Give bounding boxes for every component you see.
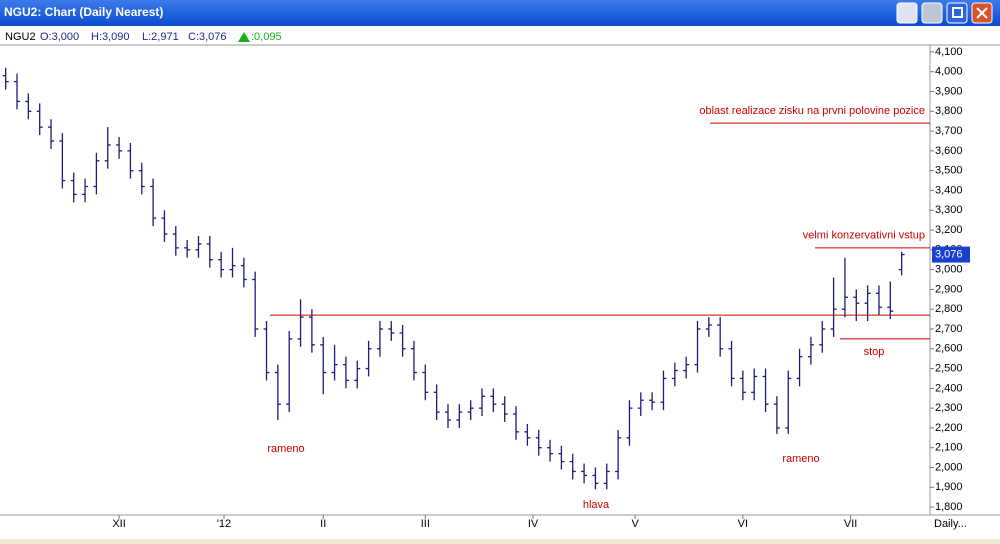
y-tick-label: 2,700 bbox=[935, 323, 963, 335]
y-tick-label: 2,600 bbox=[935, 343, 963, 355]
maximize-button[interactable] bbox=[946, 2, 968, 24]
level-label: stop bbox=[864, 346, 885, 358]
y-tick-label: 1,900 bbox=[935, 481, 963, 493]
x-axis-label: Daily... bbox=[934, 518, 967, 530]
x-tick-label: VII bbox=[844, 518, 857, 530]
annotation: rameno bbox=[782, 453, 819, 465]
title-bar bbox=[0, 0, 1000, 26]
y-tick-label: 3,500 bbox=[935, 165, 963, 177]
annotation: hlava bbox=[583, 499, 610, 511]
annotation: rameno bbox=[267, 443, 304, 455]
info-open: O:3,000 bbox=[40, 31, 79, 43]
chart-area bbox=[0, 26, 1000, 539]
info-high: H:3,090 bbox=[91, 31, 130, 43]
y-tick-label: 2,000 bbox=[935, 461, 963, 473]
y-tick-label: 3,600 bbox=[935, 145, 963, 157]
y-tick-label: 3,400 bbox=[935, 184, 963, 196]
level-label: oblast realizace zisku na prvni polovine… bbox=[699, 105, 925, 117]
y-tick-label: 2,400 bbox=[935, 382, 963, 394]
x-tick-label: III bbox=[421, 518, 430, 530]
y-tick-label: 4,100 bbox=[935, 46, 963, 58]
info-close: C:3,076 bbox=[188, 31, 227, 43]
button[interactable] bbox=[921, 2, 943, 24]
y-tick-label: 2,300 bbox=[935, 402, 963, 414]
y-tick-label: 3,800 bbox=[935, 105, 963, 117]
y-tick-label: 3,700 bbox=[935, 125, 963, 137]
button[interactable] bbox=[896, 2, 918, 24]
last-price-label: 3,076 bbox=[935, 248, 963, 260]
info-change: :0,095 bbox=[251, 31, 282, 43]
x-tick-label: VI bbox=[738, 518, 748, 530]
x-tick-label: V bbox=[631, 518, 639, 530]
x-tick-label: II bbox=[320, 518, 326, 530]
last-price-box bbox=[932, 246, 970, 263]
x-tick-label: '12 bbox=[217, 518, 231, 530]
level-label: velmi konzervativni vstup bbox=[803, 230, 925, 242]
icon bbox=[976, 7, 988, 19]
icon bbox=[952, 7, 963, 18]
x-tick-label: XII bbox=[112, 518, 125, 530]
y-tick-label: 2,200 bbox=[935, 422, 963, 434]
y-tick-label: 3,000 bbox=[935, 264, 963, 276]
up-arrow bbox=[238, 32, 250, 42]
y-tick-label: 3,200 bbox=[935, 224, 963, 236]
y-tick-label: 2,800 bbox=[935, 303, 963, 315]
y-tick-label: 2,900 bbox=[935, 283, 963, 295]
info-symbol: NGU2 bbox=[5, 31, 36, 43]
y-tick-label: 4,000 bbox=[935, 66, 963, 78]
y-tick-label: 2,100 bbox=[935, 442, 963, 454]
y-tick-label: 3,300 bbox=[935, 204, 963, 216]
y-tick-label: 2,500 bbox=[935, 362, 963, 374]
info-low: L:2,971 bbox=[142, 31, 179, 43]
window-title: NGU2: Chart (Daily Nearest) bbox=[4, 5, 163, 19]
x-tick-label: IV bbox=[528, 518, 539, 530]
y-tick-label: 3,900 bbox=[935, 85, 963, 97]
y-tick-label: 1,800 bbox=[935, 501, 963, 513]
